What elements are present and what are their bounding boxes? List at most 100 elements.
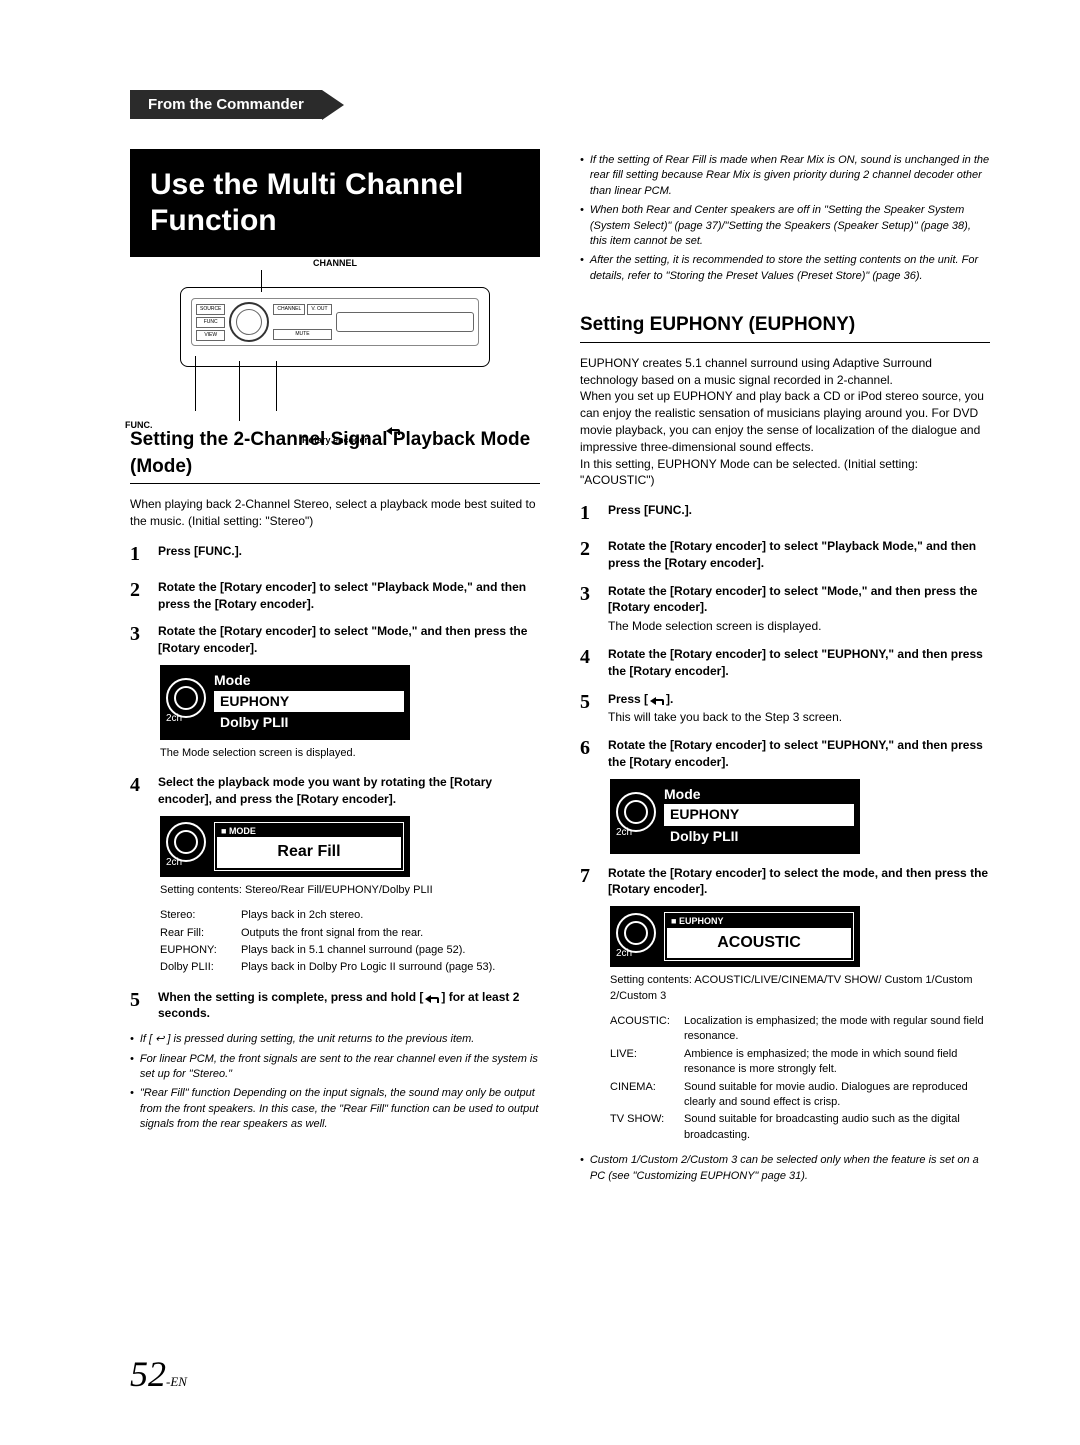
diagram-dial xyxy=(229,302,269,342)
diagram-btn-func: FUNC xyxy=(196,317,225,328)
step-item: 2 Rotate the [Rotary encoder] to select … xyxy=(580,535,990,572)
section-tab: From the Commander xyxy=(130,90,322,119)
setting-contents: Setting contents: Stereo/Rear Fill/EUPHO… xyxy=(160,883,540,898)
ui-field-value: ACOUSTIC xyxy=(667,928,851,958)
ui-field-label: MODE xyxy=(217,825,401,838)
ui-row: Dolby PLII xyxy=(214,712,404,734)
mode-key: LIVE: xyxy=(610,1047,680,1078)
right-top-notes: •If the setting of Rear Fill is made whe… xyxy=(580,153,990,284)
step-text: Rotate the [Rotary encoder] to select "M… xyxy=(608,583,990,617)
note-text: If [ ↩ ] is pressed during setting, the … xyxy=(140,1032,475,1047)
mode-desc: Ambience is emphasized; the mode in whic… xyxy=(684,1047,990,1078)
ui-field-value: Rear Fill xyxy=(217,837,401,867)
step-num: 4 xyxy=(130,771,144,808)
step-text: Press [FUNC.]. xyxy=(608,499,990,527)
step-text: Rotate the [Rotary encoder] to select "E… xyxy=(608,734,990,771)
step-text: Press []. xyxy=(608,691,990,708)
step-item: 1 Press [FUNC.]. xyxy=(130,540,540,568)
step-note: The Mode selection screen is displayed. xyxy=(608,618,990,635)
diagram-btn-mute: MUTE xyxy=(273,329,331,340)
step-num: 5 xyxy=(580,688,594,727)
step-num: 3 xyxy=(580,580,594,635)
step-item: 2 Rotate the [Rotary encoder] to select … xyxy=(130,576,540,613)
ui-channel-indicator: 2ch xyxy=(616,947,656,961)
note-text: If the setting of Rear Fill is made when… xyxy=(590,153,990,199)
step-num: 7 xyxy=(580,862,594,899)
diagram-btn-view: VIEW xyxy=(196,330,225,341)
step-text: Rotate the [Rotary encoder] to select "P… xyxy=(158,576,540,613)
ui-euphony-field-screen: 2ch EUPHONY ACOUSTIC xyxy=(610,906,860,967)
mode-key: ACOUSTIC: xyxy=(610,1014,680,1045)
diagram-display xyxy=(336,312,474,332)
right-subheading: Setting EUPHONY (EUPHONY) xyxy=(580,312,990,343)
step-text: Select the playback mode you want by rot… xyxy=(158,771,540,808)
diagram-label-return xyxy=(384,421,402,439)
step-item: 4 Rotate the [Rotary encoder] to select … xyxy=(580,643,990,680)
title-block: Use the Multi Channel Function xyxy=(130,149,540,257)
step-num: 2 xyxy=(130,576,144,613)
step-text: Rotate the [Rotary encoder] to select th… xyxy=(608,862,990,899)
step-note: This will take you back to the Step 3 sc… xyxy=(608,709,990,726)
ui-row-selected: EUPHONY xyxy=(664,804,854,826)
screen-caption: The Mode selection screen is displayed. xyxy=(160,746,540,761)
mode-desc: Plays back in Dolby Pro Logic II surroun… xyxy=(241,960,495,975)
ui-channel-indicator: 2ch xyxy=(166,712,206,726)
mode-desc: Plays back in 2ch stereo. xyxy=(241,908,363,923)
mode-desc: Localization is emphasized; the mode wit… xyxy=(684,1014,990,1045)
ui-mode-screen: 2ch Mode EUPHONY Dolby PLII xyxy=(610,779,860,854)
mode-key: Dolby PLII: xyxy=(160,960,235,975)
ui-row-selected: EUPHONY xyxy=(214,691,404,713)
right-intro: EUPHONY creates 5.1 channel surround usi… xyxy=(580,355,990,489)
setting-contents: Setting contents: ACOUSTIC/LIVE/CINEMA/T… xyxy=(610,973,990,1004)
step-num: 3 xyxy=(130,620,144,657)
mode-desc: Outputs the front signal from the rear. xyxy=(241,926,423,941)
diagram-label-channel: CHANNEL xyxy=(313,257,357,270)
step-item: 5 Press []. This will take you back to t… xyxy=(580,688,990,727)
step-item: 3 Rotate the [Rotary encoder] to select … xyxy=(580,580,990,635)
step-text: Rotate the [Rotary encoder] to select "P… xyxy=(608,535,990,572)
step-num: 2 xyxy=(580,535,594,572)
euphony-mode-descriptions: ACOUSTIC:Localization is emphasized; the… xyxy=(610,1014,990,1143)
diagram-btn-channel: CHANNEL xyxy=(273,304,305,315)
diagram-btn-vout: V. OUT xyxy=(307,304,331,315)
mode-key: TV SHOW: xyxy=(610,1112,680,1143)
step-num: 5 xyxy=(130,986,144,1023)
content-columns: Use the Multi Channel Function CHANNEL S… xyxy=(130,149,990,1188)
step-num: 1 xyxy=(130,540,144,568)
mode-desc: Sound suitable for movie audio. Dialogue… xyxy=(684,1080,990,1111)
step-num: 1 xyxy=(580,499,594,527)
ui-mode-screen: 2ch Mode EUPHONY Dolby PLII xyxy=(160,665,410,740)
ui-mode-field-screen: 2ch MODE Rear Fill xyxy=(160,816,410,877)
step-item: 6 Rotate the [Rotary encoder] to select … xyxy=(580,734,990,771)
note-text: When both Rear and Center speakers are o… xyxy=(590,203,990,249)
step-item: 4 Select the playback mode you want by r… xyxy=(130,771,540,808)
ui-field-label: EUPHONY xyxy=(667,915,851,928)
mode-key: Stereo: xyxy=(160,908,235,923)
note-text: After the setting, it is recommended to … xyxy=(590,253,990,284)
step-item: 1 Press [FUNC.]. xyxy=(580,499,990,527)
ui-row: Dolby PLII xyxy=(664,826,854,848)
note-text: Custom 1/Custom 2/Custom 3 can be select… xyxy=(590,1153,990,1184)
step-text: When the setting is complete, press and … xyxy=(158,986,540,1023)
step-text: Rotate the [Rotary encoder] to select "M… xyxy=(158,620,540,657)
return-icon xyxy=(423,993,441,1003)
diagram-label-func: FUNC. xyxy=(125,419,153,432)
diagram-label-rotary: Rotary encoder xyxy=(302,434,368,447)
step-text: Rotate the [Rotary encoder] to select "E… xyxy=(608,643,990,680)
left-steps: 1 Press [FUNC.]. 2 Rotate the [Rotary en… xyxy=(130,540,540,657)
left-notes: •If [ ↩ ] is pressed during setting, the… xyxy=(130,1032,540,1132)
note-text: "Rear Fill" function Depending on the in… xyxy=(140,1086,540,1132)
right-steps: 1 Press [FUNC.]. 2 Rotate the [Rotary en… xyxy=(580,499,990,771)
ui-channel-indicator: 2ch xyxy=(166,856,206,870)
mode-desc: Sound suitable for broadcasting audio su… xyxy=(684,1112,990,1143)
right-column: •If the setting of Rear Fill is made whe… xyxy=(580,149,990,1188)
step-item: 3 Rotate the [Rotary encoder] to select … xyxy=(130,620,540,657)
left-column: Use the Multi Channel Function CHANNEL S… xyxy=(130,149,540,1188)
mode-desc: Plays back in 5.1 channel surround (page… xyxy=(241,943,465,958)
page-number: 52-EN xyxy=(130,1353,187,1395)
mode-key: EUPHONY: xyxy=(160,943,235,958)
ui-channel-indicator: 2ch xyxy=(616,826,656,840)
mode-descriptions: Stereo:Plays back in 2ch stereo. Rear Fi… xyxy=(160,908,540,976)
mode-key: CINEMA: xyxy=(610,1080,680,1111)
commander-diagram: SOURCE FUNC VIEW CHANNEL V. OUT MUTE xyxy=(180,287,490,367)
